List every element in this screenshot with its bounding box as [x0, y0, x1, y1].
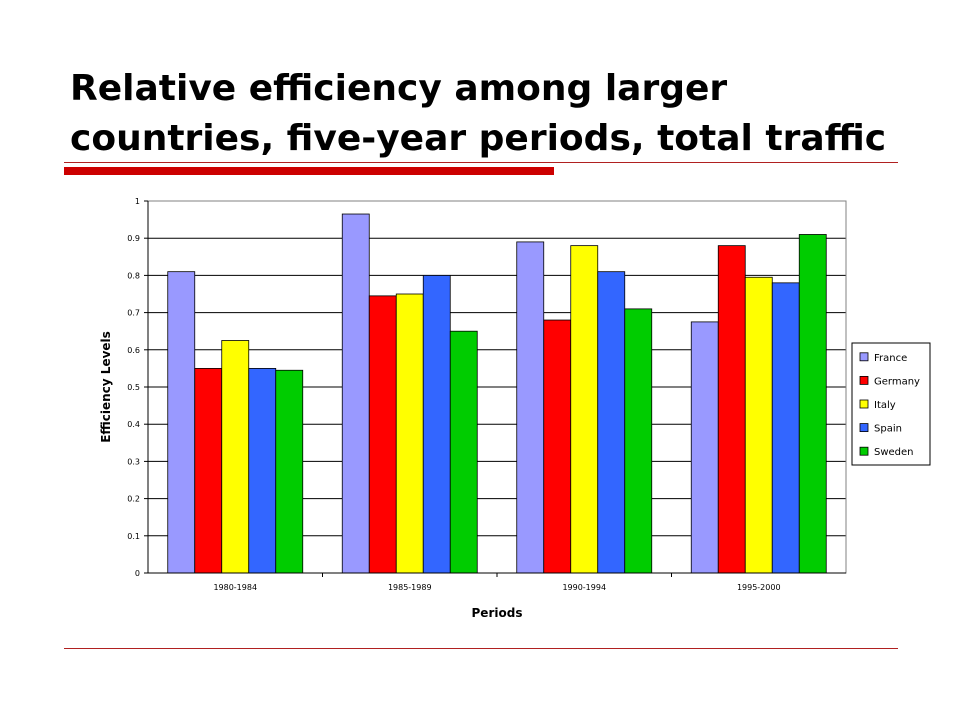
legend: France Germany Italy Spain Sweden: [851, 342, 931, 466]
bar-france-1990-1994: [516, 241, 545, 574]
x-tick-label: 1980-1984: [213, 583, 257, 592]
legend-swatch-france: [859, 352, 869, 362]
title-divider-top: [64, 162, 898, 163]
bar-italy-1995-2000: [744, 276, 773, 574]
bar-germany-1995-2000: [717, 245, 746, 574]
axes: 0 0.1 0.2 0.3 0.4 0.5 0.6 0.7 0.8 0.9 1 1980-1984 19…: [127, 197, 846, 592]
bar-germany-1985-1989: [368, 295, 397, 574]
y-axis-title: Efficiency Levels: [99, 331, 113, 443]
x-tick-label: 1995-2000: [737, 583, 781, 592]
bar-spain-1985-1989: [422, 274, 451, 574]
x-tick-label: 1990-1994: [562, 583, 606, 592]
x-axis-title: Periods: [472, 606, 523, 620]
bar-spain-1980-1984: [248, 367, 277, 574]
bar-sweden-1990-1994: [624, 308, 653, 574]
bars: [167, 213, 827, 574]
legend-label-sweden: Sweden: [874, 447, 914, 458]
y-tick-label: 0.6: [127, 346, 140, 355]
legend-label-spain: Spain: [874, 424, 902, 435]
bar-spain-1990-1994: [597, 271, 626, 574]
bar-germany-1990-1994: [543, 319, 572, 574]
y-tick-label: 0.8: [127, 271, 140, 280]
y-tick-label: 0.3: [127, 457, 140, 466]
title-accent-bar: [64, 167, 554, 175]
legend-swatch-germany: [859, 375, 869, 385]
bar-france-1985-1989: [341, 213, 370, 574]
bar-germany-1980-1984: [194, 367, 223, 574]
y-tick-label: 0.1: [127, 532, 140, 541]
bar-italy-1990-1994: [570, 245, 599, 574]
bar-sweden-1995-2000: [798, 234, 827, 574]
bar-sweden-1980-1984: [275, 369, 304, 574]
bar-spain-1995-2000: [771, 282, 800, 574]
y-tick-label: 0.4: [127, 420, 140, 429]
y-tick-label: 0.7: [127, 309, 140, 318]
slide-title-line-2: countries, five-year periods, total traf…: [70, 118, 887, 159]
bar-sweden-1985-1989: [449, 330, 478, 574]
legend-label-france: France: [874, 353, 907, 364]
y-tick-label: 1: [135, 197, 140, 206]
y-tick-label: 0.2: [127, 495, 140, 504]
bar-france-1995-2000: [690, 321, 719, 574]
bar-italy-1980-1984: [221, 340, 250, 574]
y-tick-label: 0: [135, 569, 140, 578]
bar-italy-1985-1989: [395, 293, 424, 574]
y-tick-label: 0.5: [127, 383, 140, 392]
legend-swatch-italy: [859, 399, 869, 409]
footer-divider: [64, 648, 898, 649]
y-tick-label: 0.9: [127, 234, 140, 243]
slide-title-line-1: Relative efficiency among larger: [70, 68, 728, 109]
legend-label-italy: Italy: [874, 400, 896, 411]
slide-title: Relative efficiency among larger countri…: [70, 64, 930, 164]
x-tick-label: 1985-1989: [388, 583, 432, 592]
legend-swatch-sweden: [859, 446, 869, 456]
legend-swatch-spain: [859, 423, 869, 433]
legend-label-germany: Germany: [874, 376, 920, 387]
bar-france-1980-1984: [167, 271, 196, 574]
